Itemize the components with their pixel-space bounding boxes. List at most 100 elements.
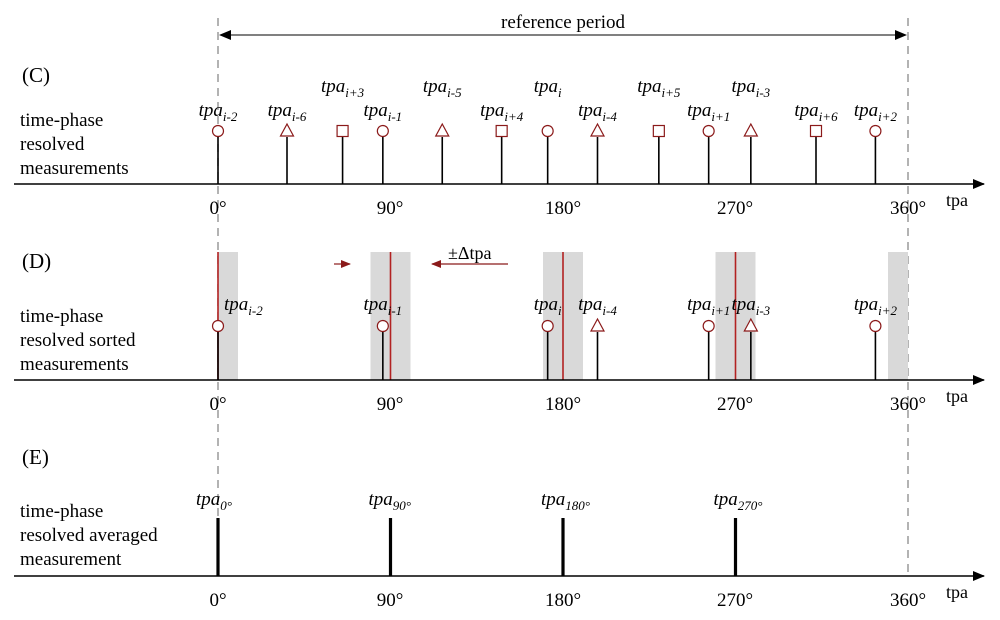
measurement-label: tpai+6 xyxy=(794,100,838,124)
section-d-ticks: 0° 90° 180° 270° 360° xyxy=(209,394,926,415)
measurement-square-marker xyxy=(809,124,823,138)
section-c-ticks: 0° 90° 180° 270° 360° xyxy=(209,198,926,219)
section-d-letter: (D) xyxy=(22,249,51,273)
measurement-label: tpai-2 xyxy=(224,294,263,318)
tick-label: 90° xyxy=(377,198,404,219)
section-d-label-line: resolved sorted xyxy=(20,330,136,351)
measurement-label-subscript: i-4 xyxy=(602,109,617,124)
measurement-circle-marker xyxy=(376,319,389,333)
measurement-square-marker xyxy=(652,124,665,138)
measurement-square-marker xyxy=(495,124,508,138)
measurement-c: tpai-2 xyxy=(199,100,238,184)
measurement-label-base: tpa xyxy=(224,294,248,315)
averaged-label: tpa90° xyxy=(369,489,411,513)
measurement-triangle-marker xyxy=(279,122,295,137)
averaged-label-subscript: 90° xyxy=(393,498,411,513)
measurement-d: tpai-1 xyxy=(363,294,402,380)
measurement-label-subscript: i-5 xyxy=(447,85,462,100)
measurement-triangle-marker xyxy=(589,317,606,332)
measurement-label: tpai+3 xyxy=(321,76,365,100)
phase-bin xyxy=(715,252,756,380)
measurement-label: tpai-6 xyxy=(268,100,307,124)
measurement-c: tpai+1 xyxy=(687,100,730,184)
section-e-label: time-phase resolved averaged measurement xyxy=(20,501,162,570)
averaged-label-subscript: 180° xyxy=(565,498,590,513)
measurement-circle-marker xyxy=(702,319,715,333)
averaged-label-base: tpa xyxy=(714,489,738,510)
measurement-d: tpai-4 xyxy=(578,294,617,380)
measurement-label-base: tpa xyxy=(534,294,558,315)
measurement-circle-marker xyxy=(869,124,882,138)
measurement-label-base: tpa xyxy=(363,294,387,315)
section-d-label-line: time-phase xyxy=(20,306,103,327)
tick-label: 180° xyxy=(545,394,581,415)
measurement-label-base: tpa xyxy=(687,100,711,121)
section-c-label-line: measurements xyxy=(20,158,129,179)
measurement-label-subscript: i+5 xyxy=(662,85,681,100)
section-e-label-line: time-phase xyxy=(20,501,103,522)
section-c: (C) time-phase resolved measurements tpa… xyxy=(14,63,985,219)
measurement-label-base: tpa xyxy=(731,294,755,315)
measurement-label-subscript: i-6 xyxy=(292,109,307,124)
measurement-label-subscript: i+1 xyxy=(711,303,730,318)
phase-bin xyxy=(370,252,411,380)
section-d-label: time-phase resolved sorted measurements xyxy=(20,306,140,375)
section-e-label-line: measurement xyxy=(20,549,122,570)
measurement-label-base: tpa xyxy=(268,100,292,121)
measurement-label-subscript: i-3 xyxy=(756,303,771,318)
measurement-label: tpai xyxy=(534,294,562,318)
reference-period: reference period xyxy=(219,12,907,40)
phase-bin xyxy=(888,252,908,380)
measurement-label: tpai+4 xyxy=(480,100,524,124)
section-c-label-line: resolved xyxy=(20,134,85,155)
averaged-label: tpa270° xyxy=(714,489,763,513)
measurement-label-subscript: i+2 xyxy=(878,109,897,124)
measurement-label-base: tpa xyxy=(321,76,345,97)
measurement-label: tpai+5 xyxy=(637,76,681,100)
reference-period-label: reference period xyxy=(501,12,625,33)
tick-label: 360° xyxy=(890,394,926,415)
measurement-label-subscript: i-4 xyxy=(602,303,617,318)
measurement-label: tpai+2 xyxy=(854,100,898,124)
measurement-label-subscript: i+1 xyxy=(711,109,730,124)
measurement-label: tpai-4 xyxy=(578,100,617,124)
measurement-circle-marker xyxy=(376,124,389,138)
measurement-d: tpai xyxy=(534,294,562,380)
measurement-c: tpai-5 xyxy=(423,76,462,184)
measurement-label-subscript: i+4 xyxy=(504,109,523,124)
tick-label: 90° xyxy=(377,590,404,611)
measurement-label-subscript: i+6 xyxy=(819,109,838,124)
measurement-label: tpai+1 xyxy=(687,294,730,318)
measurement-circle-marker xyxy=(211,124,225,138)
measurement-label-subscript: i+2 xyxy=(878,303,897,318)
measurement-triangle-marker xyxy=(589,122,606,137)
section-d-axis-name: tpa xyxy=(946,386,968,406)
measurement-c: tpai+2 xyxy=(854,100,898,184)
measurement-circle-marker xyxy=(541,124,554,138)
measurement-label-subscript: i-1 xyxy=(388,109,402,124)
section-e: (E) time-phase resolved averaged measure… xyxy=(14,445,985,611)
measurement-label-base: tpa xyxy=(637,76,661,97)
tick-label: 270° xyxy=(717,590,753,611)
measurement-label: tpai xyxy=(534,76,562,100)
measurement-c: tpai-3 xyxy=(731,76,771,184)
measurement-c: tpai+3 xyxy=(321,76,365,184)
section-d: (D) time-phase resolved sorted measureme… xyxy=(14,243,985,415)
averaged-measurement: tpa90° xyxy=(369,489,411,576)
measurement-label-subscript: i-3 xyxy=(756,85,771,100)
measurement-c: tpai+5 xyxy=(637,76,681,184)
section-c-axis-name: tpa xyxy=(946,190,968,210)
averaged-measurement: tpa0° xyxy=(196,489,232,576)
tick-label: 270° xyxy=(717,394,753,415)
measurement-c: tpai+4 xyxy=(480,100,524,184)
measurement-d: tpai-3 xyxy=(731,294,771,380)
tick-label: 270° xyxy=(717,198,753,219)
phase-bin xyxy=(543,252,583,380)
measurement-label: tpai-3 xyxy=(731,76,770,100)
averaged-label-base: tpa xyxy=(541,489,565,510)
section-d-measurements: tpai-2 tpai-1 tpai tpai-4 tpai+1 tpai-3 tpai+2 xyxy=(211,294,897,380)
measurement-c: tpai xyxy=(534,76,562,184)
section-c-measurements: tpai-2 tpai-6tpai+3tpai-1tpai-5tpai+4tpai… xyxy=(199,76,898,184)
measurement-label-subscript: i xyxy=(558,85,562,100)
tick-label: 360° xyxy=(890,590,926,611)
